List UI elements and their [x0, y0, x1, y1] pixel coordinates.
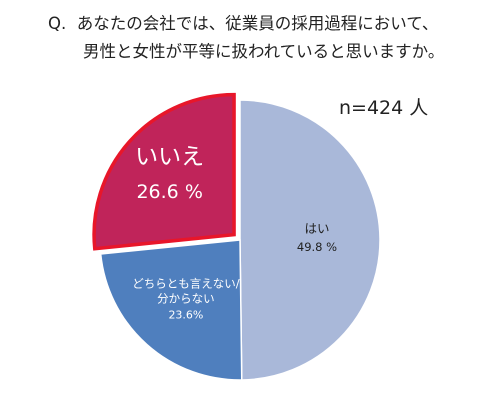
slice-label-iie: いいえ 26.6 % [135, 144, 204, 203]
slice-label-dochiratomo: どちらとも言えない/分からない 23.6% [132, 276, 239, 321]
question-line-2: 男性と女性が平等に扱われていると思いますか。 [83, 42, 445, 61]
slice-category-label: どちらとも言えない/ [132, 276, 239, 290]
slice-value-label: 23.6% [168, 308, 203, 321]
slice-category-label: いいえ [135, 144, 204, 170]
question-text: Q. あなたの会社では、従業員の採用過程において、 男性と女性が平等に扱われてい… [48, 10, 468, 66]
question-line-1: Q. あなたの会社では、従業員の採用過程において、 [48, 10, 468, 38]
pie-slice-2 [92, 92, 236, 251]
question-prefix: Q. [48, 14, 67, 33]
pie-slice-1 [99, 239, 243, 381]
slice-category-label: 分からない [157, 291, 215, 305]
slice-label-hai: はい 49.8 % [297, 221, 337, 254]
pie-slice-0 [239, 99, 381, 381]
question-line-1-text: あなたの会社では、従業員の採用過程において、 [76, 14, 439, 33]
slice-value-label: 26.6 % [136, 181, 202, 203]
slice-category-label: はい [304, 221, 329, 236]
slice-value-label: 49.8 % [297, 240, 337, 254]
sample-size-label: n=424 人 [339, 97, 429, 119]
